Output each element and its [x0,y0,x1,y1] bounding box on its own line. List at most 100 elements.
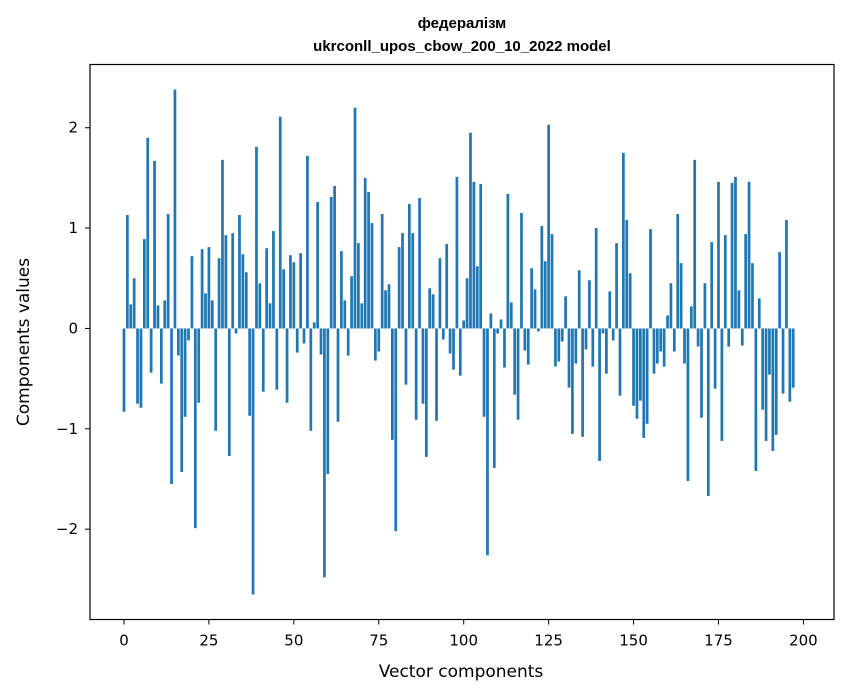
y-tick-label--2: −2 [56,520,78,538]
bar-58 [319,328,323,355]
bar-33 [234,328,238,334]
bar-75 [377,328,381,352]
bar-130 [564,296,567,329]
plot-frame [89,63,835,621]
bar-69 [357,243,360,329]
bar-92 [435,328,438,421]
bar-17 [180,328,184,472]
bar-183 [744,234,748,329]
bar-103 [472,181,476,329]
bar-52 [299,253,302,329]
bar-141 [601,328,605,334]
bar-56 [312,322,316,329]
bar-86 [414,328,418,420]
bar-178 [727,328,731,347]
bar-137 [588,280,591,329]
bar-133 [574,328,578,364]
bar-42 [265,248,269,329]
bar-139 [594,228,598,329]
bar-38 [251,328,255,595]
bar-128 [557,328,561,362]
x-tick-label-150: 150 [619,632,648,650]
bar-144 [611,328,615,341]
bars-group [122,89,795,595]
bar-131 [567,328,571,388]
bar-77 [384,290,387,329]
y-axis-label: Components values [14,258,34,426]
bar-73 [370,223,374,329]
bar-84 [407,204,411,329]
bar-185 [751,263,754,329]
bar-117 [520,213,523,329]
bar-97 [452,328,455,370]
bar-140 [598,328,601,461]
bar-25 [207,247,211,329]
bar-83 [404,328,408,385]
bar-63 [336,328,340,422]
bar-81 [397,247,401,329]
bar-4 [136,328,139,404]
bar-15 [173,89,177,329]
bar-160 [666,315,669,329]
bar-66 [346,328,350,356]
bar-171 [703,283,707,329]
bar-153 [642,328,646,438]
bar-65 [343,300,347,329]
bar-60 [326,328,330,474]
bar-172 [706,328,710,497]
bar-11 [159,328,163,384]
bar-48 [285,328,289,403]
bar-191 [771,328,775,451]
bar-2 [129,304,133,329]
bar-170 [700,328,703,418]
bar-168 [693,159,697,329]
bar-29 [221,159,224,329]
bar-145 [615,243,618,329]
bar-161 [669,283,673,329]
bar-157 [655,328,659,364]
bar-40 [258,283,262,329]
bar-190 [768,328,771,375]
chart-subtitle: ukrconll_upos_cbow_200_10_2022 model [313,38,611,55]
y-tick-label-2: 2 [68,119,78,137]
bar-23 [200,249,204,329]
y-tick-label--1: −1 [56,420,78,438]
bar-195 [785,220,788,329]
bar-177 [723,235,727,329]
bar-192 [774,328,778,435]
x-tick-label-75: 75 [369,632,388,650]
bar-142 [605,328,608,374]
bar-79 [391,328,394,440]
bar-113 [506,193,510,329]
bar-10 [156,305,160,329]
bar-169 [696,328,700,347]
bar-47 [282,269,285,329]
bar-136 [584,328,588,350]
bar-165 [683,328,686,364]
bar-80 [394,328,398,532]
bar-76 [380,214,384,329]
bar-164 [679,263,683,329]
bar-152 [639,328,642,401]
bar-126 [550,234,554,329]
bar-132 [571,328,574,434]
bar-13 [166,214,170,329]
bar-43 [268,303,272,329]
bar-50 [292,262,296,329]
bar-105 [479,183,483,329]
bar-104 [475,266,479,329]
bar-85 [411,233,415,329]
bar-41 [261,328,265,392]
bar-36 [244,272,248,329]
bar-20 [190,256,194,329]
bar-102 [469,132,472,329]
bar-109 [492,328,496,468]
x-tick-label-175: 175 [704,632,733,650]
x-tick-label-0: 0 [119,632,129,650]
bar-184 [747,181,751,329]
bar-107 [486,328,489,556]
bar-95 [445,244,449,329]
bar-64 [340,251,343,329]
bar-24 [204,293,207,329]
